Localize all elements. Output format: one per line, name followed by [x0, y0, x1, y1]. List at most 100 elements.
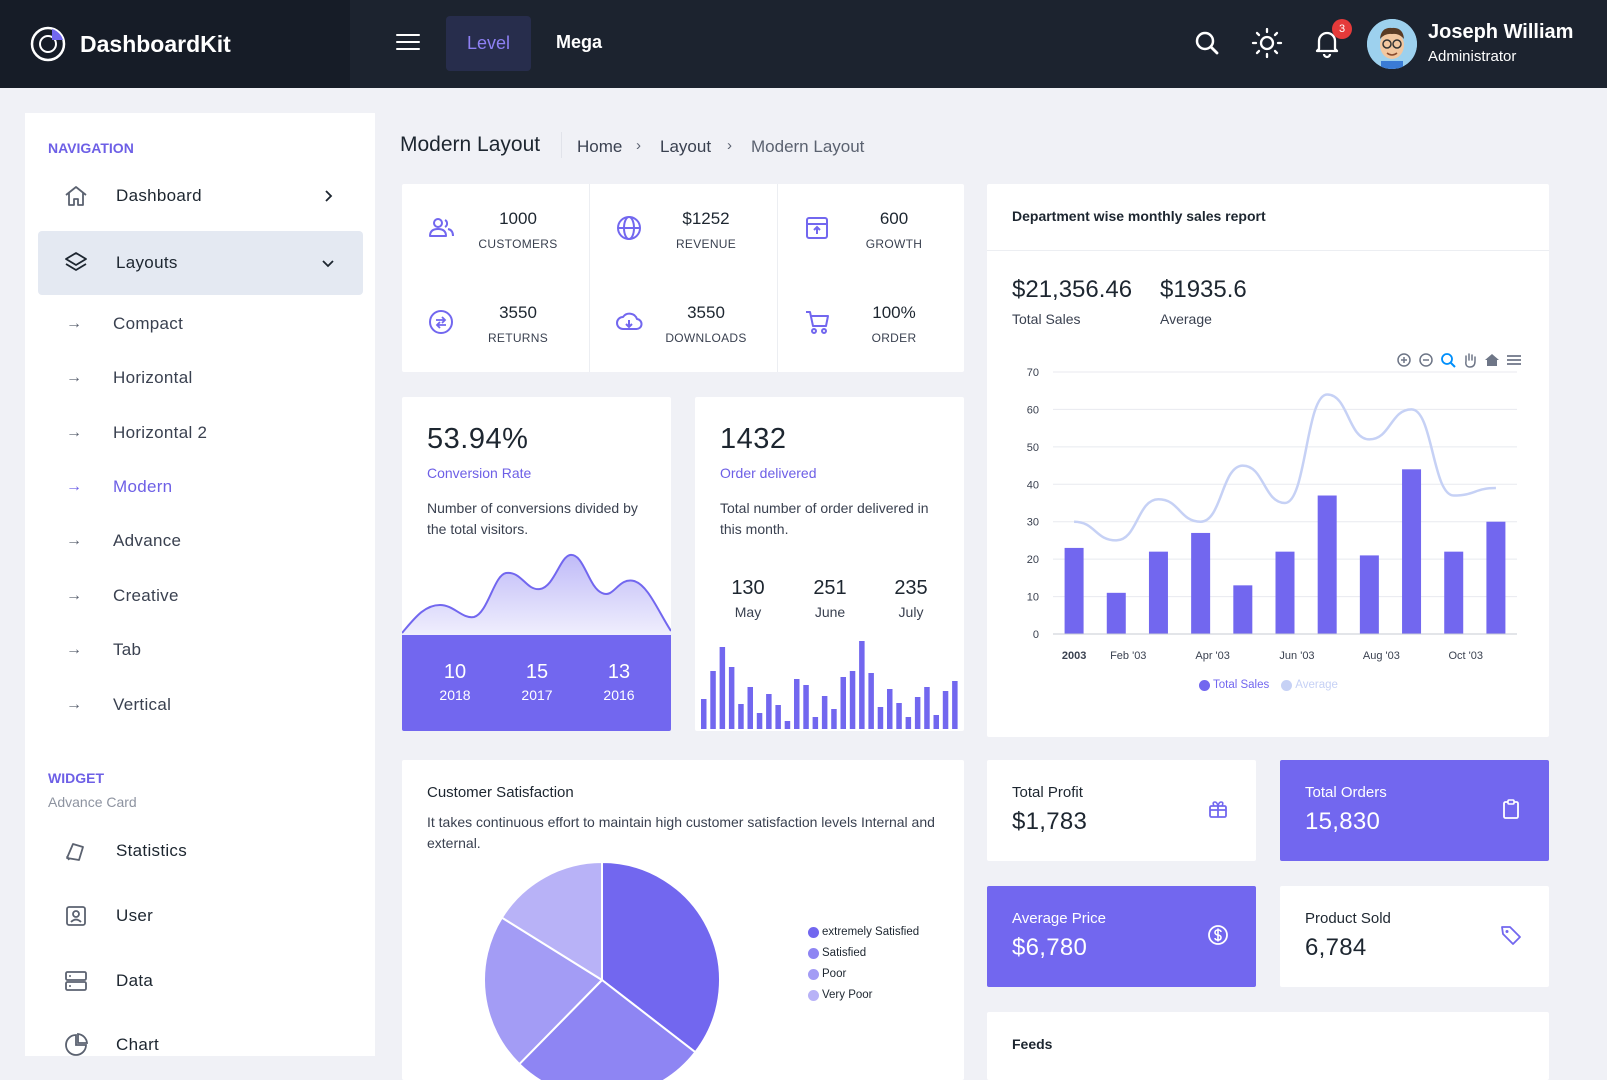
order-bar — [728, 667, 735, 729]
y-tick-label: 50 — [1027, 442, 1039, 454]
order-bar — [775, 705, 781, 729]
data-icon — [65, 971, 87, 991]
sidebar-subitem-creative[interactable]: → Creative — [38, 573, 363, 619]
sidebar-item-layouts[interactable]: Layouts — [38, 231, 363, 295]
year-stat: 15 2017 — [521, 661, 553, 703]
sidebar-subitem-horizontal[interactable]: → Horizontal — [38, 355, 363, 401]
order-bar — [914, 697, 921, 729]
satisfaction-desc: It takes continuous effort to maintain h… — [427, 814, 935, 851]
stat-downloads: 3550 DOWNLOADS — [590, 278, 776, 372]
sidebar-item-chart[interactable]: Chart — [38, 1013, 363, 1056]
order-bar — [942, 691, 949, 729]
zoom-select-icon[interactable] — [1439, 351, 1457, 369]
stat-value: 100% — [872, 303, 916, 322]
pie-slice — [517, 978, 697, 1080]
arrow-right-icon: → — [66, 641, 82, 658]
feeds-card: Feeds — [987, 1012, 1549, 1080]
stat-growth: 600 GROWTH — [778, 184, 964, 278]
bar — [1191, 532, 1211, 634]
order-bar — [924, 687, 930, 729]
sidebar-subitem-compact[interactable]: → Compact — [38, 301, 363, 347]
card-title: Total Orders — [1305, 784, 1387, 801]
search-icon[interactable] — [1191, 27, 1223, 59]
arrow-right-icon: → — [66, 532, 82, 549]
bell-icon[interactable] — [1311, 27, 1343, 59]
legend-total-sales[interactable]: Total Sales — [1199, 679, 1269, 691]
zoom-in-icon[interactable] — [1395, 351, 1413, 369]
avatar[interactable] — [1367, 19, 1417, 69]
chart-toolbar — [1395, 351, 1523, 369]
card-value: $1,783 — [1012, 808, 1088, 835]
y-tick-label: 60 — [1027, 404, 1039, 416]
stat-label: CUSTOMERS — [478, 237, 558, 251]
order-bar — [905, 717, 912, 729]
sidebar-item-data[interactable]: Data — [38, 949, 363, 1013]
stat-order: 100% ORDER — [778, 278, 964, 372]
archive-icon — [806, 217, 828, 239]
average-label: Average — [1160, 311, 1212, 327]
x-tick-label: Feb '03 — [1110, 650, 1146, 662]
card-value: 15,830 — [1305, 808, 1381, 835]
notification-badge: 3 — [1332, 19, 1352, 39]
users-icon — [429, 218, 454, 237]
bar — [1233, 585, 1253, 634]
legend-item[interactable]: Poor — [808, 968, 846, 980]
breadcrumb-current: Modern Layout — [751, 137, 865, 156]
pie-slice — [483, 916, 604, 1066]
satisfaction-pie-chart — [483, 860, 721, 1080]
sidebar-subitem-advance[interactable]: → Advance — [38, 518, 363, 564]
sidebar-subitem-modern[interactable]: → Modern — [38, 464, 363, 510]
sidebar-subitem-horizontal-2[interactable]: → Horizontal 2 — [38, 410, 363, 456]
sun-icon[interactable] — [1251, 27, 1283, 59]
series-line-average — [1074, 393, 1496, 542]
sidebar-item-user[interactable]: User — [38, 884, 363, 948]
chart-menu-icon[interactable] — [1505, 351, 1523, 369]
legend-item[interactable]: Satisfied — [808, 947, 866, 959]
zoom-out-icon[interactable] — [1417, 351, 1435, 369]
bar — [1106, 592, 1126, 634]
sidebar-subitem-tab[interactable]: → Tab — [38, 627, 363, 673]
card-title: Total Profit — [1012, 784, 1083, 801]
repeat-icon — [429, 310, 453, 334]
stat-label: RETURNS — [487, 331, 549, 345]
y-tick-label: 40 — [1027, 479, 1039, 491]
order-bar — [747, 687, 753, 729]
y-tick-label: 10 — [1027, 592, 1039, 604]
sidebar: NAVIGATION Dashboard Layouts → Compact → H… — [25, 113, 375, 1056]
order-bar — [784, 721, 791, 729]
bar — [1064, 547, 1084, 634]
chevron-right-icon — [325, 190, 333, 202]
stat-value: $1252 — [682, 209, 730, 228]
widget-section-title: WIDGET — [48, 770, 104, 786]
page-title: Modern Layout — [400, 133, 541, 156]
legend-item[interactable]: Very Poor — [808, 989, 873, 1001]
sidebar-subitem-vertical[interactable]: → Vertical — [38, 682, 363, 728]
card-title: Product Sold — [1305, 910, 1391, 927]
sidebar-item-dashboard[interactable]: Dashboard — [38, 164, 363, 228]
breadcrumb-layout[interactable]: Layout — [660, 137, 712, 156]
menu-level[interactable]: Level — [446, 16, 531, 71]
arrow-right-icon: → — [66, 424, 82, 441]
bar — [1402, 469, 1422, 634]
legend-item[interactable]: extremely Satisfied — [808, 926, 919, 938]
conversion-card: 53.94% Conversion Rate Number of convers… — [402, 397, 671, 731]
user-name[interactable]: Joseph William — [1428, 21, 1574, 43]
year-stat: 13 2016 — [603, 661, 635, 703]
stat-label: DOWNLOADS — [665, 331, 747, 345]
menu-mega[interactable]: Mega — [556, 32, 603, 52]
globe-icon — [617, 216, 641, 240]
pan-hand-icon[interactable] — [1461, 351, 1479, 369]
divider — [589, 184, 590, 372]
reset-home-icon[interactable] — [1483, 351, 1501, 369]
divider — [987, 250, 1549, 251]
legend-dot — [808, 968, 819, 980]
y-tick-label: 30 — [1027, 517, 1039, 529]
order-bar — [794, 679, 800, 729]
satisfaction-title: Customer Satisfaction — [427, 784, 574, 801]
sidebar-item-statistics[interactable]: Statistics — [38, 819, 363, 883]
stat-label: ORDER — [871, 331, 917, 345]
breadcrumb-home[interactable]: Home — [577, 137, 623, 156]
legend-average[interactable]: Average — [1281, 679, 1338, 691]
brand[interactable]: DashboardKit — [0, 0, 350, 88]
menu-toggle-icon[interactable] — [396, 34, 420, 54]
